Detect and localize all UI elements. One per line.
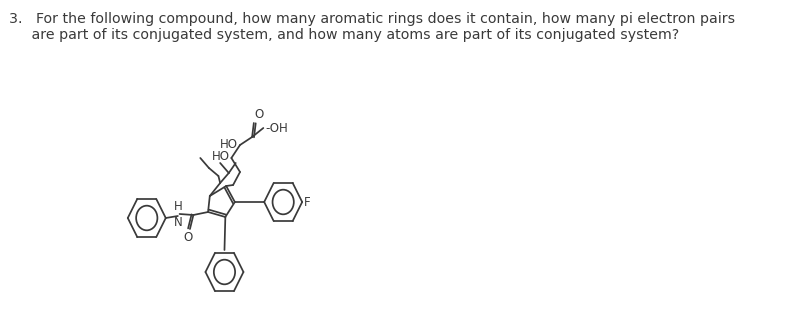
Text: 3.   For the following compound, how many aromatic rings does it contain, how ma: 3. For the following compound, how many … [9, 12, 735, 26]
Text: F: F [304, 195, 311, 209]
Text: HO: HO [212, 151, 229, 164]
Text: are part of its conjugated system, and how many atoms are part of its conjugated: are part of its conjugated system, and h… [9, 28, 679, 42]
Text: O: O [254, 108, 264, 121]
Text: -OH: -OH [265, 122, 288, 134]
Text: H: H [173, 200, 182, 213]
Text: HO: HO [221, 137, 238, 151]
Text: O: O [184, 231, 193, 244]
Text: N: N [173, 216, 182, 229]
